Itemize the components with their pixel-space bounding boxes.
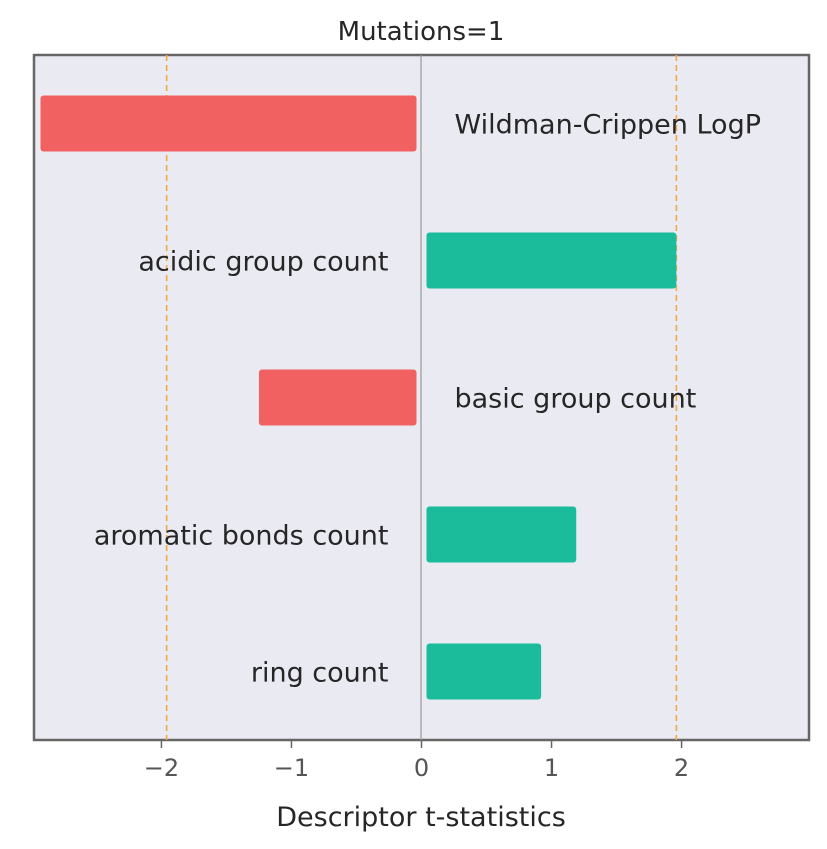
x-tick-label-4: 2 [674, 754, 689, 782]
bar-label-3: aromatic bonds count [94, 521, 389, 552]
bar-0 [40, 95, 417, 152]
bar-2 [258, 369, 417, 426]
bar-label-2: basic group count [455, 384, 697, 415]
chart-title: Mutations=1 [338, 17, 505, 47]
bar-1 [426, 232, 677, 289]
bar-label-1: acidic group count [138, 247, 388, 278]
x-tick-label-1: −1 [274, 754, 309, 782]
x-tick-label-2: 0 [414, 754, 429, 782]
x-tick-label-3: 1 [544, 754, 559, 782]
x-axis-label: Descriptor t-statistics [276, 802, 566, 833]
bar-3 [426, 506, 577, 563]
bar-4 [426, 643, 542, 700]
bar-label-0: Wildman-Crippen LogP [455, 110, 762, 141]
bars [40, 95, 677, 700]
x-axis-ticks: −2 −1 0 1 2 [144, 740, 689, 782]
x-tick-label-0: −2 [144, 754, 179, 782]
bar-labels: Wildman-Crippen LogP acidic group count ba… [94, 110, 761, 689]
bar-label-4: ring count [251, 658, 389, 689]
threshold-lines [165, 55, 678, 740]
